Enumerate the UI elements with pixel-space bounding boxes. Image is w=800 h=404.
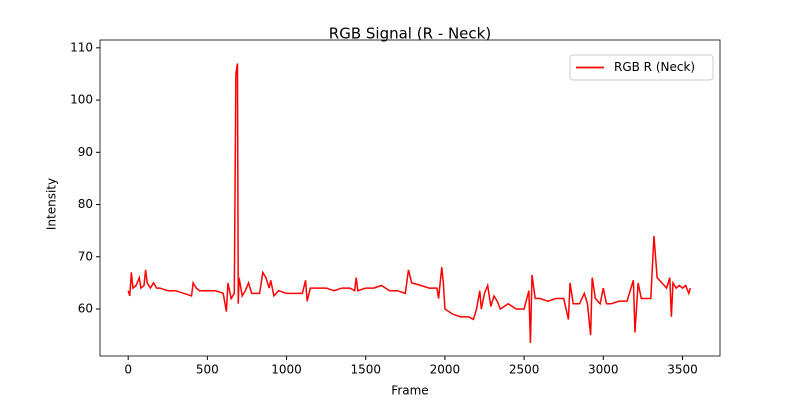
plot-frame [99, 39, 721, 357]
x-tick-label: 3000 [588, 363, 619, 377]
y-tick-label: 100 [70, 93, 93, 107]
x-tick-label: 2000 [430, 363, 461, 377]
chart-title: RGB Signal (R - Neck) [329, 25, 491, 43]
y-axis-label: Intensity [45, 178, 59, 230]
data-line [127, 63, 692, 343]
legend-box [569, 54, 714, 81]
x-tick-label: 3500 [667, 363, 698, 377]
x-axis-label: Frame [391, 384, 428, 398]
x-tick-label: 500 [196, 363, 219, 377]
y-tick-label: 90 [78, 145, 93, 159]
x-tick-label: 1500 [350, 363, 381, 377]
y-tick-label: 110 [70, 40, 93, 54]
legend-label: RGB R (Neck) [614, 60, 695, 74]
y-tick-label: 60 [78, 301, 93, 315]
x-tick-label: 0 [124, 363, 132, 377]
x-tick-label: 1000 [271, 363, 302, 377]
y-tick-label: 80 [78, 197, 93, 211]
y-tick-label: 70 [78, 249, 93, 263]
x-tick-label: 2500 [509, 363, 540, 377]
